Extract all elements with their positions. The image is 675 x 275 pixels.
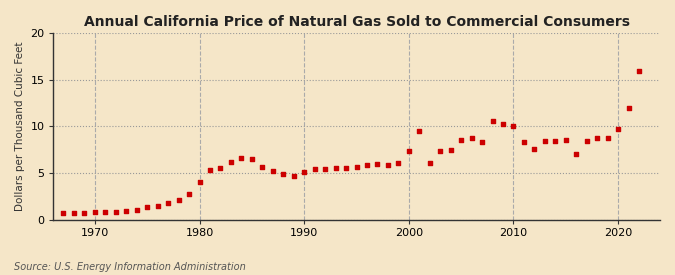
Point xyxy=(581,138,592,143)
Point xyxy=(79,211,90,215)
Point xyxy=(623,106,634,110)
Point xyxy=(602,136,613,140)
Point xyxy=(372,161,383,166)
Point xyxy=(90,210,101,214)
Point xyxy=(404,148,414,153)
Point xyxy=(278,172,289,177)
Point xyxy=(435,148,446,153)
Point xyxy=(571,152,582,156)
Point xyxy=(330,166,341,170)
Point xyxy=(267,169,278,173)
Point xyxy=(236,156,247,160)
Point xyxy=(69,211,80,215)
Point xyxy=(163,201,173,205)
Point xyxy=(205,167,215,172)
Point xyxy=(299,170,310,175)
Point xyxy=(508,124,519,128)
Point xyxy=(257,164,268,169)
Point xyxy=(142,205,153,210)
Y-axis label: Dollars per Thousand Cubic Feet: Dollars per Thousand Cubic Feet xyxy=(15,42,25,211)
Point xyxy=(592,136,603,140)
Point xyxy=(341,166,352,170)
Point xyxy=(539,139,550,144)
Point xyxy=(320,167,331,171)
Point xyxy=(560,138,571,142)
Point xyxy=(111,209,122,214)
Point xyxy=(634,68,645,73)
Point xyxy=(309,166,320,171)
Point xyxy=(100,210,111,214)
Point xyxy=(215,166,226,170)
Point xyxy=(246,156,257,161)
Point xyxy=(383,163,394,167)
Point xyxy=(466,136,477,141)
Point xyxy=(518,140,529,144)
Point xyxy=(446,148,456,153)
Point xyxy=(497,122,508,127)
Point xyxy=(456,138,466,142)
Point xyxy=(225,160,236,164)
Point xyxy=(362,163,373,167)
Point xyxy=(351,165,362,169)
Point xyxy=(194,180,205,184)
Point xyxy=(414,129,425,133)
Point xyxy=(425,161,435,165)
Point xyxy=(393,161,404,165)
Point xyxy=(288,174,299,178)
Text: Source: U.S. Energy Information Administration: Source: U.S. Energy Information Administ… xyxy=(14,262,245,272)
Point xyxy=(477,139,487,144)
Point xyxy=(613,126,624,131)
Point xyxy=(132,207,142,212)
Point xyxy=(153,204,163,208)
Title: Annual California Price of Natural Gas Sold to Commercial Consumers: Annual California Price of Natural Gas S… xyxy=(84,15,630,29)
Point xyxy=(550,139,561,143)
Point xyxy=(529,147,540,152)
Point xyxy=(58,211,69,215)
Point xyxy=(173,198,184,202)
Point xyxy=(121,209,132,213)
Point xyxy=(487,119,498,123)
Point xyxy=(184,192,194,196)
